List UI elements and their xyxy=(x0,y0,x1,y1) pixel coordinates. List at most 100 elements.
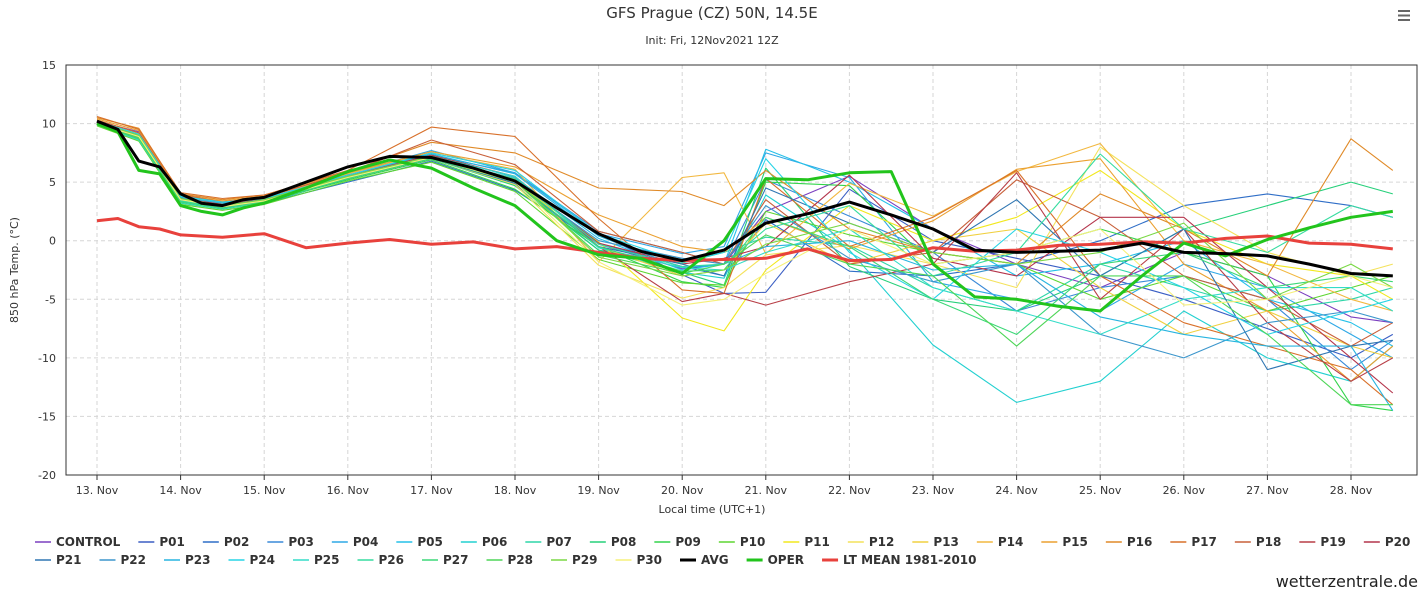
legend-item-p19[interactable]: P19 xyxy=(1299,535,1346,549)
legend-item-p12[interactable]: P12 xyxy=(847,535,895,549)
legend-label: CONTROL xyxy=(56,535,121,549)
series-line-oper xyxy=(96,122,1394,313)
legend-item-p15[interactable]: P15 xyxy=(1041,535,1088,549)
series-line-p07 xyxy=(96,124,1393,312)
legend-item-p06[interactable]: P06 xyxy=(460,535,508,549)
legend-label: P10 xyxy=(740,535,766,549)
legend-label: P05 xyxy=(417,535,443,549)
legend-label: P25 xyxy=(314,553,340,567)
legend-label: P21 xyxy=(56,553,82,567)
legend-item-p29[interactable]: P29 xyxy=(551,553,598,567)
legend-label: P09 xyxy=(675,535,701,549)
x-tick-label: 21. Nov xyxy=(745,484,788,497)
legend-item-control[interactable]: CONTROL xyxy=(35,535,121,549)
legend-label: P14 xyxy=(998,535,1024,549)
legend-item-p20[interactable]: P20 xyxy=(1363,535,1411,549)
y-axis-ticks: 15 10 5 0 -5 -10 -15 -20 xyxy=(38,59,56,482)
legend-item-p27[interactable]: P27 xyxy=(422,553,469,567)
y-tick-label: 0 xyxy=(49,235,56,248)
series-line-avg xyxy=(96,119,1393,278)
series-line-p30 xyxy=(96,123,1393,306)
x-tick-label: 28. Nov xyxy=(1330,484,1373,497)
legend-label: P12 xyxy=(869,535,895,549)
legend-label: P04 xyxy=(353,535,379,549)
legend: CONTROL P01 P02 P03 P04 P05 P06 P07 P08 P09 P10 P11… xyxy=(35,535,1410,567)
legend-label: OPER xyxy=(768,553,804,567)
y-axis-title: 850 hPa Temp. (°C) xyxy=(8,217,21,323)
legend-item-p26[interactable]: P26 xyxy=(357,553,405,567)
x-tick-label: 27. Nov xyxy=(1246,484,1289,497)
legend-item-p10[interactable]: P10 xyxy=(718,535,766,549)
credit-text: wetterzentrale.de xyxy=(1276,572,1418,589)
series-line-p16 xyxy=(96,117,1394,277)
chart-subtitle: Init: Fri, 12Nov2021 12Z xyxy=(645,34,779,47)
series-line-p15 xyxy=(96,118,1394,382)
series-line-p06 xyxy=(96,123,1394,403)
x-tick-label: 16. Nov xyxy=(327,484,370,497)
legend-item-p07[interactable]: P07 xyxy=(525,535,572,549)
legend-item-p13[interactable]: P13 xyxy=(912,535,959,549)
x-tick-label: 22. Nov xyxy=(828,484,871,497)
legend-label: P02 xyxy=(224,535,250,549)
legend-item-p21[interactable]: P21 xyxy=(35,553,82,567)
legend-label: P15 xyxy=(1062,535,1088,549)
legend-item-p17[interactable]: P17 xyxy=(1170,535,1217,549)
legend-label: P19 xyxy=(1320,535,1346,549)
series-line-p23 xyxy=(96,121,1394,411)
legend-item-p14[interactable]: P14 xyxy=(976,535,1024,549)
legend-item-p05[interactable]: P05 xyxy=(396,535,443,549)
legend-item-oper[interactable]: OPER xyxy=(746,553,804,567)
legend-label: P07 xyxy=(546,535,572,549)
legend-label: P01 xyxy=(159,535,185,549)
legend-item-p01[interactable]: P01 xyxy=(138,535,185,549)
legend-item-p23[interactable]: P23 xyxy=(164,553,211,567)
legend-item-p11[interactable]: P11 xyxy=(783,535,830,549)
legend-item-p09[interactable]: P09 xyxy=(654,535,701,549)
grid xyxy=(66,65,1417,475)
legend-item-p30[interactable]: P30 xyxy=(615,553,663,567)
series-line-lt-mean xyxy=(96,217,1393,263)
legend-item-p16[interactable]: P16 xyxy=(1105,535,1153,549)
legend-item-lt-mean-1981-2010[interactable]: LT MEAN 1981-2010 xyxy=(822,553,977,567)
plot-frame xyxy=(65,64,1418,476)
x-axis-title: Local time (UTC+1) xyxy=(659,503,766,516)
legend-item-p24[interactable]: P24 xyxy=(228,553,276,567)
y-tick-label: -15 xyxy=(38,410,56,423)
x-tick-label: 19. Nov xyxy=(577,484,620,497)
series-line-p08 xyxy=(96,121,1393,312)
y-tick-label: -5 xyxy=(45,293,56,306)
legend-label: P06 xyxy=(482,535,508,549)
legend-label: P26 xyxy=(379,553,405,567)
x-tick-label: 18. Nov xyxy=(494,484,537,497)
legend-label: P16 xyxy=(1127,535,1153,549)
legend-item-p02[interactable]: P02 xyxy=(202,535,250,549)
legend-item-p08[interactable]: P08 xyxy=(589,535,637,549)
legend-label: P08 xyxy=(611,535,637,549)
series-line-p28 xyxy=(96,123,1393,406)
legend-label: P28 xyxy=(508,553,534,567)
series-line-p10 xyxy=(96,125,1393,312)
legend-item-p18[interactable]: P18 xyxy=(1234,535,1282,549)
legend-label: P18 xyxy=(1256,535,1282,549)
legend-label: P03 xyxy=(288,535,314,549)
chart-title: GFS Prague (CZ) 50N, 14.5E xyxy=(606,4,817,22)
legend-item-p22[interactable]: P22 xyxy=(99,553,147,567)
x-tick-label: 13. Nov xyxy=(76,484,119,497)
legend-label: P13 xyxy=(933,535,959,549)
legend-item-p25[interactable]: P25 xyxy=(293,553,340,567)
hamburger-menu-icon[interactable] xyxy=(1394,6,1412,24)
legend-label: P24 xyxy=(250,553,276,567)
x-tick-label: 14. Nov xyxy=(159,484,202,497)
legend-label: P30 xyxy=(637,553,663,567)
y-tick-label: 15 xyxy=(42,59,56,72)
legend-item-avg[interactable]: AVG xyxy=(680,553,729,567)
legend-label: P22 xyxy=(121,553,147,567)
x-tick-label: 25. Nov xyxy=(1079,484,1122,497)
x-axis-ticks: 13. Nov 14. Nov 15. Nov 16. Nov 17. Nov 18. N… xyxy=(76,475,1373,497)
legend-item-p03[interactable]: P03 xyxy=(267,535,314,549)
legend-label: LT MEAN 1981-2010 xyxy=(843,553,976,567)
legend-label: P20 xyxy=(1385,535,1411,549)
legend-item-p04[interactable]: P04 xyxy=(331,535,379,549)
legend-item-p28[interactable]: P28 xyxy=(486,553,534,567)
